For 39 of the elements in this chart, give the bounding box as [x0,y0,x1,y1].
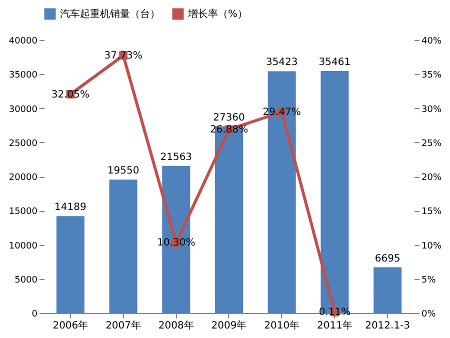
x-tick-label: 2010年 [264,320,300,332]
data-label: 14189 [54,202,86,214]
y2-tick-label: 25% [422,138,442,149]
legend-label: 汽车起重机销量（台） [60,8,160,20]
data-label: 0.11% [318,307,351,318]
x-tick-label: 2009年 [211,320,247,332]
data-label: 19550 [107,166,140,177]
y2-tick-label: 0% [422,310,436,320]
data-label: 21563 [160,152,192,163]
y-tick-label: 10000 [8,241,38,252]
legend-label: 增长率（%） [187,8,248,20]
x-tick-label: 2008年 [158,320,194,332]
y2-tick-label: 40% [422,36,442,46]
y2-tick-label: 35% [422,70,442,81]
y-tick-label: 25000 [8,138,38,149]
y2-tick-label: 20% [422,173,442,183]
y-tick-label: 0 [32,310,38,320]
y2-tick-label: 5% [422,275,436,286]
y2-tick-label: 10% [422,241,442,252]
y2-tick-label: 30% [422,104,442,115]
y-tick-label: 35000 [8,70,38,81]
bar [109,180,138,313]
bar [56,216,84,313]
x-tick-label: 2007年 [106,320,142,332]
y2-tick-label: 15% [422,207,442,218]
data-label: 29.47% [262,106,301,118]
x-tick-label: 2012.1-3 [365,320,410,332]
data-label: 35423 [266,57,298,68]
data-label: 6695 [374,253,400,264]
data-label: 27360 [213,112,245,124]
data-label: 35461 [318,56,351,68]
y-tick-label: 15000 [8,207,38,218]
x-tick-label: 2006年 [52,320,88,332]
bar [374,267,402,313]
y-tick-label: 20000 [8,173,38,183]
y-tick-label: 30000 [8,104,38,115]
y-tick-label: 40000 [8,36,38,46]
x-tick-label: 2011年 [316,320,352,332]
y-tick-label: 5000 [14,275,38,286]
